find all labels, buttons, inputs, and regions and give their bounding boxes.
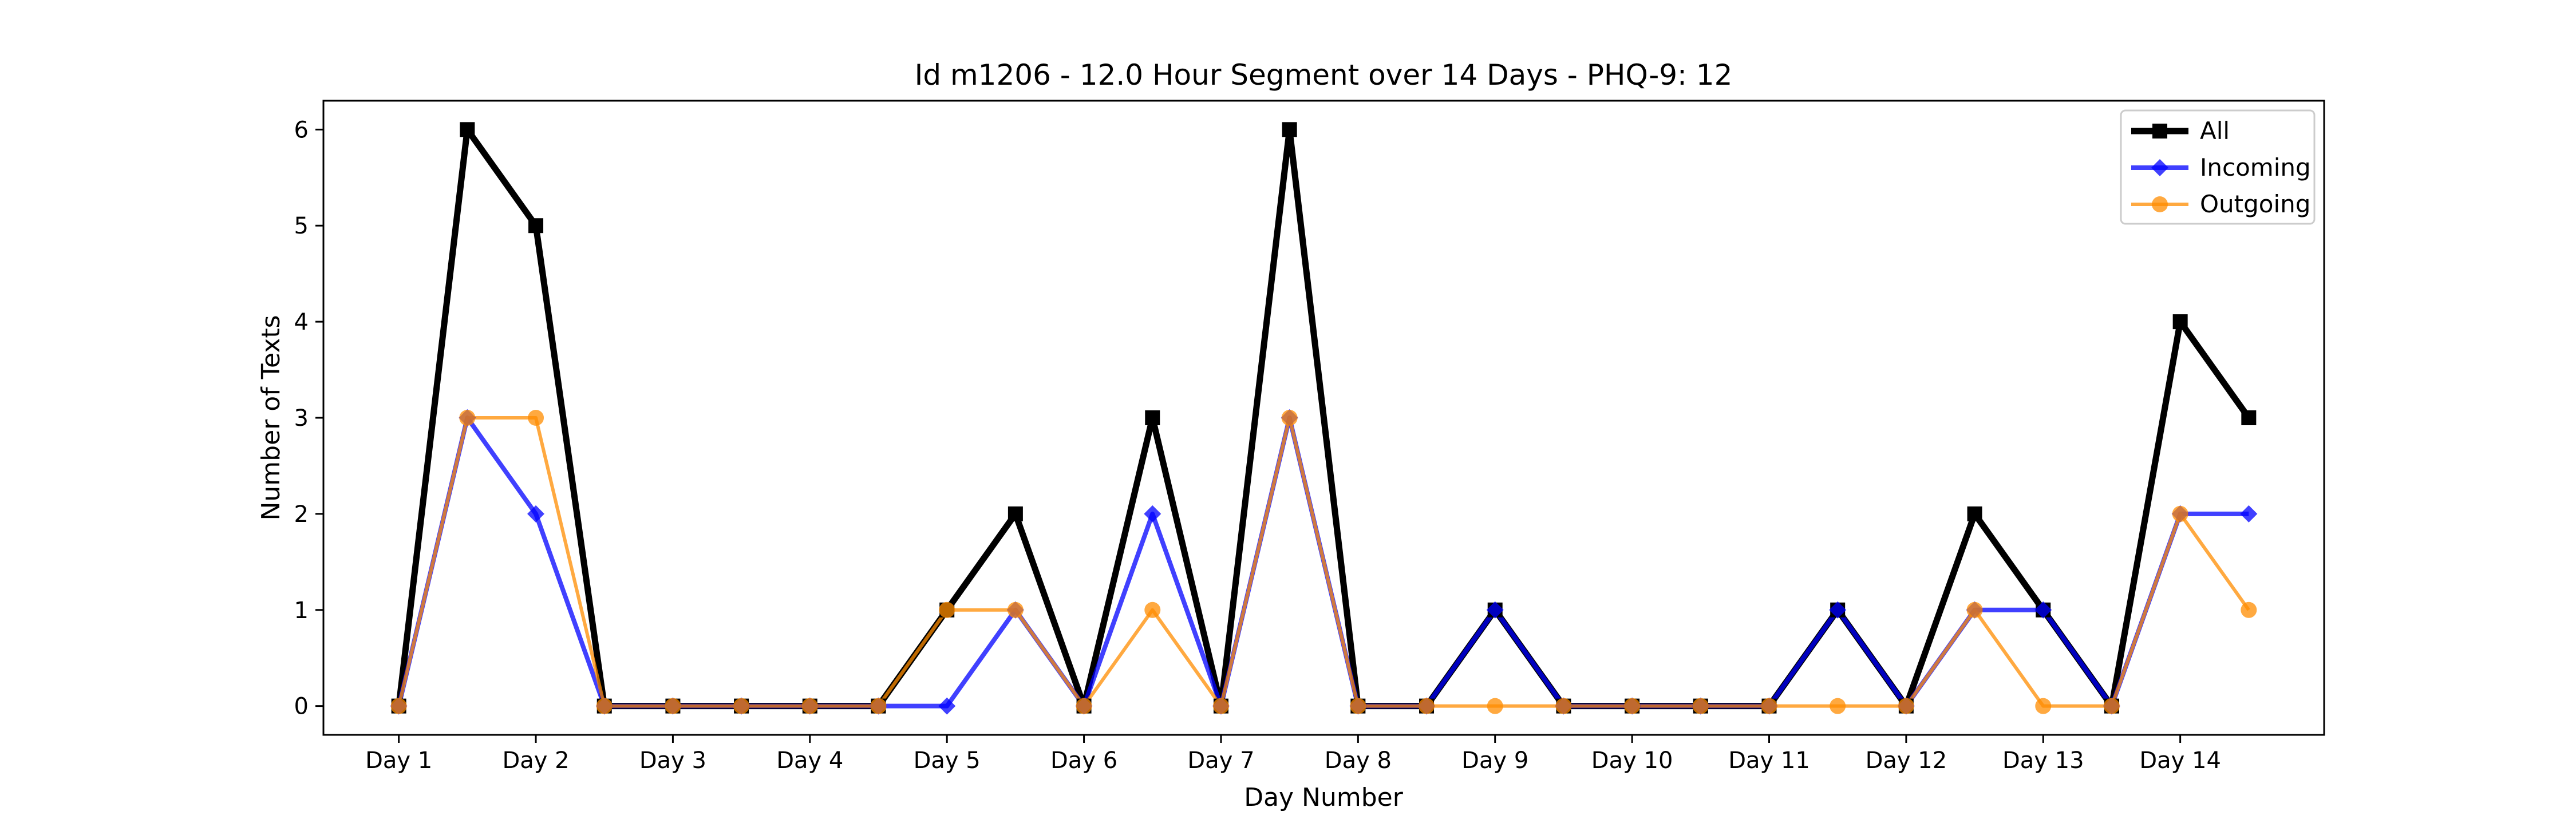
legend-marker-incoming (2151, 159, 2168, 176)
data-point-all (528, 218, 544, 234)
data-point-outgoing (1350, 698, 1366, 714)
x-tick-label: Day 14 (2139, 747, 2221, 774)
data-point-outgoing (733, 698, 750, 714)
chart-title: Id m1206 - 12.0 Hour Segment over 14 Day… (915, 58, 1733, 92)
data-point-incoming (1829, 601, 1847, 619)
x-tick-label: Day 7 (1187, 747, 1254, 774)
data-point-outgoing (1281, 410, 1298, 426)
data-point-all (1282, 122, 1297, 137)
y-tick-label: 1 (294, 598, 309, 624)
y-tick-label: 4 (294, 309, 309, 335)
data-point-all (2241, 410, 2257, 425)
x-tick-label: Day 9 (1461, 747, 1528, 774)
legend-marker-outgoing (2152, 196, 2168, 212)
data-point-incoming (1486, 601, 1504, 619)
x-tick-label: Day 10 (1591, 747, 1673, 774)
x-tick-label: Day 2 (502, 747, 569, 774)
y-tick-label: 0 (294, 694, 309, 720)
data-point-incoming (527, 505, 545, 523)
y-tick-label: 5 (294, 213, 309, 239)
legend-frame (2120, 109, 2316, 225)
data-point-incoming (2240, 505, 2258, 523)
legend-label-outgoing: Outgoing (2200, 190, 2310, 218)
data-point-outgoing (870, 698, 887, 714)
data-point-incoming (1144, 505, 1161, 523)
data-point-outgoing (1830, 698, 1846, 714)
x-tick-label: Day 1 (365, 747, 432, 774)
data-point-outgoing (1487, 698, 1503, 714)
data-point-outgoing (1212, 698, 1229, 714)
data-point-outgoing (459, 410, 476, 426)
plot-area-frame (322, 100, 2325, 736)
data-point-outgoing (1692, 698, 1709, 714)
data-point-incoming (2034, 601, 2052, 619)
data-point-outgoing (1555, 698, 1572, 714)
data-point-outgoing (1761, 698, 1777, 714)
legend-marker-all (2152, 124, 2167, 139)
data-point-all (2172, 314, 2188, 330)
data-point-all (1967, 506, 1982, 521)
data-point-all (1145, 410, 1160, 425)
data-point-outgoing (665, 698, 681, 714)
legend-label-all: All (2200, 117, 2230, 145)
data-point-outgoing (939, 602, 955, 618)
series-line-outgoing (397, 416, 2250, 708)
series-line-all (396, 126, 2251, 710)
data-point-outgoing (390, 698, 407, 714)
x-tick-label: Day 12 (1866, 747, 1947, 774)
data-point-incoming (938, 697, 956, 715)
y-tick-label: 2 (294, 501, 309, 528)
data-point-all (460, 122, 475, 137)
x-tick-label: Day 4 (776, 747, 843, 774)
data-point-outgoing (1898, 698, 1914, 714)
x-tick-label: Day 11 (1728, 747, 1810, 774)
x-tick-label: Day 5 (914, 747, 981, 774)
data-point-outgoing (1076, 698, 1092, 714)
data-point-outgoing (1624, 698, 1641, 714)
x-tick-label: Day 8 (1325, 747, 1392, 774)
data-point-outgoing (801, 698, 818, 714)
x-axis-label: Day Number (1244, 783, 1404, 812)
data-point-outgoing (2035, 698, 2052, 714)
y-axis-label: Number of Texts (256, 315, 286, 520)
data-point-all (1008, 506, 1023, 521)
x-tick-label: Day 13 (2002, 747, 2084, 774)
data-point-outgoing (596, 698, 613, 714)
series-markers (390, 122, 2258, 715)
data-point-outgoing (1419, 698, 1435, 714)
data-point-outgoing (2103, 698, 2120, 714)
legend: All Incoming Outgoing (2120, 109, 2316, 225)
data-point-outgoing (1144, 602, 1161, 618)
data-point-outgoing (528, 410, 544, 426)
x-tick-label: Day 3 (639, 747, 706, 774)
series-lines (396, 126, 2251, 710)
data-point-outgoing (1966, 602, 1983, 618)
data-point-outgoing (2172, 505, 2188, 522)
y-tick-label: 3 (294, 405, 309, 432)
x-tick-label: Day 6 (1050, 747, 1117, 774)
axis-ticks: 0 1 2 3 4 5 6 Day 1 Day 2 Day 3 Day 4 Day 5 Day 6 Day… (294, 117, 2221, 774)
legend-label-incoming: Incoming (2200, 153, 2311, 181)
y-tick-label: 6 (294, 117, 309, 143)
data-point-outgoing (2241, 602, 2257, 618)
data-point-outgoing (1007, 602, 1024, 618)
